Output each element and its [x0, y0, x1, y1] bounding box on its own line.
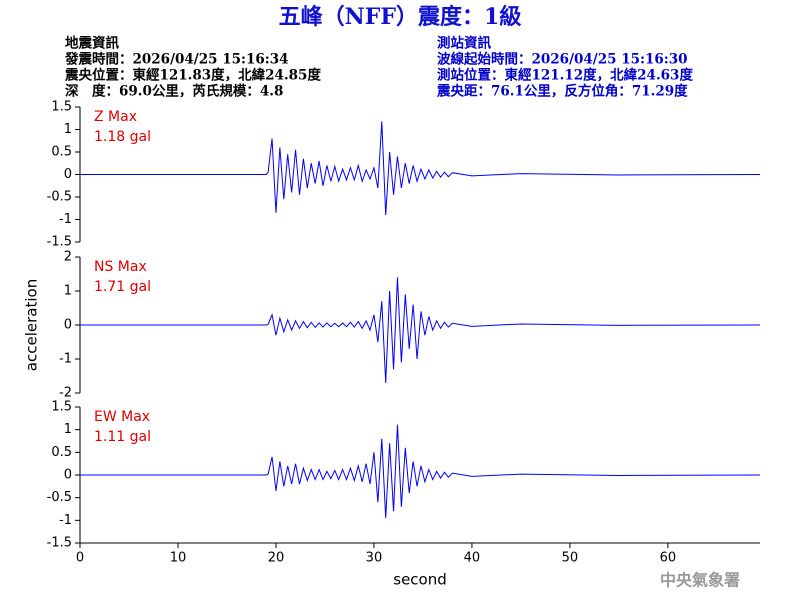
y-tick-label: -1 — [59, 352, 72, 367]
x-tick-label: 0 — [76, 551, 84, 566]
y-tick-label: 0.5 — [51, 145, 72, 160]
x-tick-label: 60 — [660, 551, 677, 566]
y-tick-label: -1.5 — [47, 235, 72, 250]
y-tick-label: -1 — [59, 212, 72, 227]
y-axis-label: acceleration — [23, 279, 41, 371]
info-line: 震央距：76.1公里，反方位角：71.29度 — [436, 83, 688, 100]
annotation: 1.11 gal — [94, 429, 151, 445]
y-tick-label: -0.5 — [47, 490, 72, 505]
chart-title: 五峰（NFF）震度：1級 — [279, 4, 522, 30]
x-tick-label: 10 — [170, 551, 187, 566]
info-line: 測站位置：東經121.12度，北緯24.63度 — [437, 67, 693, 84]
info-line: 發震時間：2026/04/25 15:16:34 — [64, 51, 289, 68]
y-tick-label: -2 — [59, 386, 72, 401]
info-line: 地震資訊 — [65, 35, 119, 52]
info-line: 波線起始時間：2026/04/25 15:16:30 — [437, 51, 688, 68]
y-tick-label: 1.5 — [51, 400, 72, 415]
annotation: 1.71 gal — [94, 279, 151, 295]
x-tick-label: 40 — [464, 551, 481, 566]
y-tick-label: 1.5 — [51, 100, 72, 115]
y-tick-label: 1 — [64, 284, 72, 299]
annotation: EW Max — [94, 409, 150, 425]
annotation: Z Max — [94, 109, 137, 125]
event-info: 地震資訊 發震時間：2026/04/25 15:16:34 震央位置：東經121… — [64, 35, 321, 100]
waveform — [80, 424, 761, 519]
y-tick-label: 0 — [64, 318, 72, 333]
info-line: 深 度：69.0公里，芮氏規模：4.8 — [65, 83, 283, 100]
x-tick-label: 20 — [268, 551, 285, 566]
y-tick-label: 2 — [64, 250, 72, 265]
waveform — [80, 121, 761, 216]
annotation: NS Max — [94, 259, 147, 275]
y-tick-label: 0 — [64, 167, 72, 182]
info-line: 測站資訊 — [437, 35, 491, 52]
footer: 中央氣象署 — [660, 571, 740, 590]
annotation: 1.18 gal — [94, 129, 151, 145]
station-info: 測站資訊 波線起始時間：2026/04/25 15:16:30 測站位置：東經1… — [436, 35, 693, 100]
x-tick-label: 30 — [366, 551, 383, 566]
y-tick-label: 0 — [64, 468, 72, 483]
y-tick-label: 0.5 — [51, 445, 72, 460]
x-axis-label: second — [393, 571, 447, 589]
y-tick-label: -0.5 — [47, 190, 72, 205]
y-tick-label: -1 — [59, 513, 72, 528]
waveform — [80, 277, 761, 383]
y-tick-label: 1 — [64, 122, 72, 137]
y-tick-label: -1.5 — [47, 536, 72, 551]
info-line: 震央位置：東經121.83度，北緯24.85度 — [64, 67, 321, 84]
y-tick-label: 1 — [64, 422, 72, 437]
x-tick-label: 50 — [562, 551, 579, 566]
